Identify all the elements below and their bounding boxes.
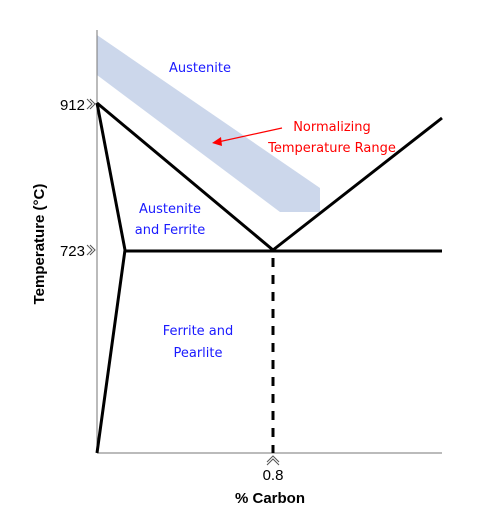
y-tick-723: 723	[60, 243, 85, 260]
region-label-austenite-ferrite-2: and Ferrite	[135, 223, 206, 238]
normalizing-band	[97, 35, 320, 212]
a3-line	[96, 101, 274, 252]
annotation-label-2: Temperature Range	[267, 141, 396, 156]
region-label-ferrite-pearlite-2: Pearlite	[173, 346, 222, 361]
tick-marker-0-8	[266, 455, 280, 466]
region-label-austenite-ferrite-1: Austenite	[139, 202, 201, 217]
x-tick-0-8: 0.8	[263, 467, 284, 484]
region-label-ferrite-pearlite-1: Ferrite and	[163, 324, 234, 339]
acm-line	[272, 116, 443, 252]
x-axis-title: % Carbon	[235, 490, 305, 507]
y-axis-title: Temperature (°C)	[31, 184, 48, 305]
annotation-arrowhead	[212, 137, 222, 146]
tick-marker-723	[86, 244, 96, 256]
annotation-label-1: Normalizing	[293, 120, 371, 135]
tick-marker-912	[86, 98, 96, 110]
ferrite-boundary-left	[95, 102, 127, 454]
y-tick-912: 912	[60, 97, 85, 114]
annotation-arrow	[217, 127, 283, 143]
region-label-austenite: Austenite	[169, 61, 231, 76]
